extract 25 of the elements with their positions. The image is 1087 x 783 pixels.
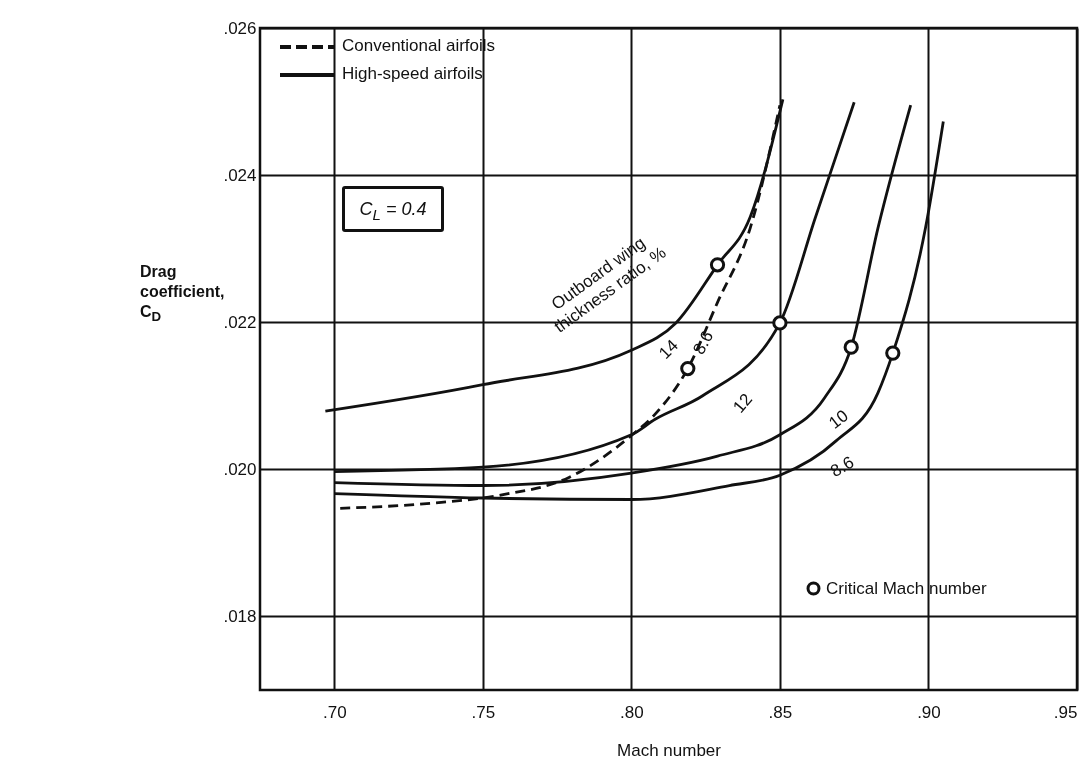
x-tick-label: .95 <box>1053 702 1078 722</box>
x-tick-label: .85 <box>768 702 793 722</box>
y-axis-title: Drag coefficient, C$_{D}$ <box>140 263 225 325</box>
text: 14 <box>655 336 682 363</box>
x-tick-label: .75 <box>471 702 496 722</box>
y-tick-label: .026 <box>223 18 257 38</box>
y-tick-label: .020 <box>223 459 257 479</box>
x-tick-label: .90 <box>917 702 941 722</box>
point <box>680 360 696 377</box>
x-axis-title: Mach number <box>617 740 722 760</box>
point <box>885 345 901 361</box>
text: 12 <box>729 389 757 417</box>
y-tick-label: .022 <box>223 312 257 332</box>
annotation: C$_{L}$ = 0.4 <box>342 186 444 232</box>
text: 8.6 <box>689 327 718 358</box>
text: 10 <box>825 406 852 433</box>
x-tick-label: .70 <box>322 702 347 722</box>
annotation: High-speed airfoils <box>342 64 483 83</box>
legend-label: Critical Mach number <box>826 578 987 598</box>
x-tick-label: .80 <box>620 702 644 722</box>
point <box>709 257 726 273</box>
point <box>843 339 859 355</box>
point <box>772 315 788 331</box>
y-tick-label: .024 <box>223 165 257 185</box>
y-tick-label: .018 <box>223 606 257 626</box>
